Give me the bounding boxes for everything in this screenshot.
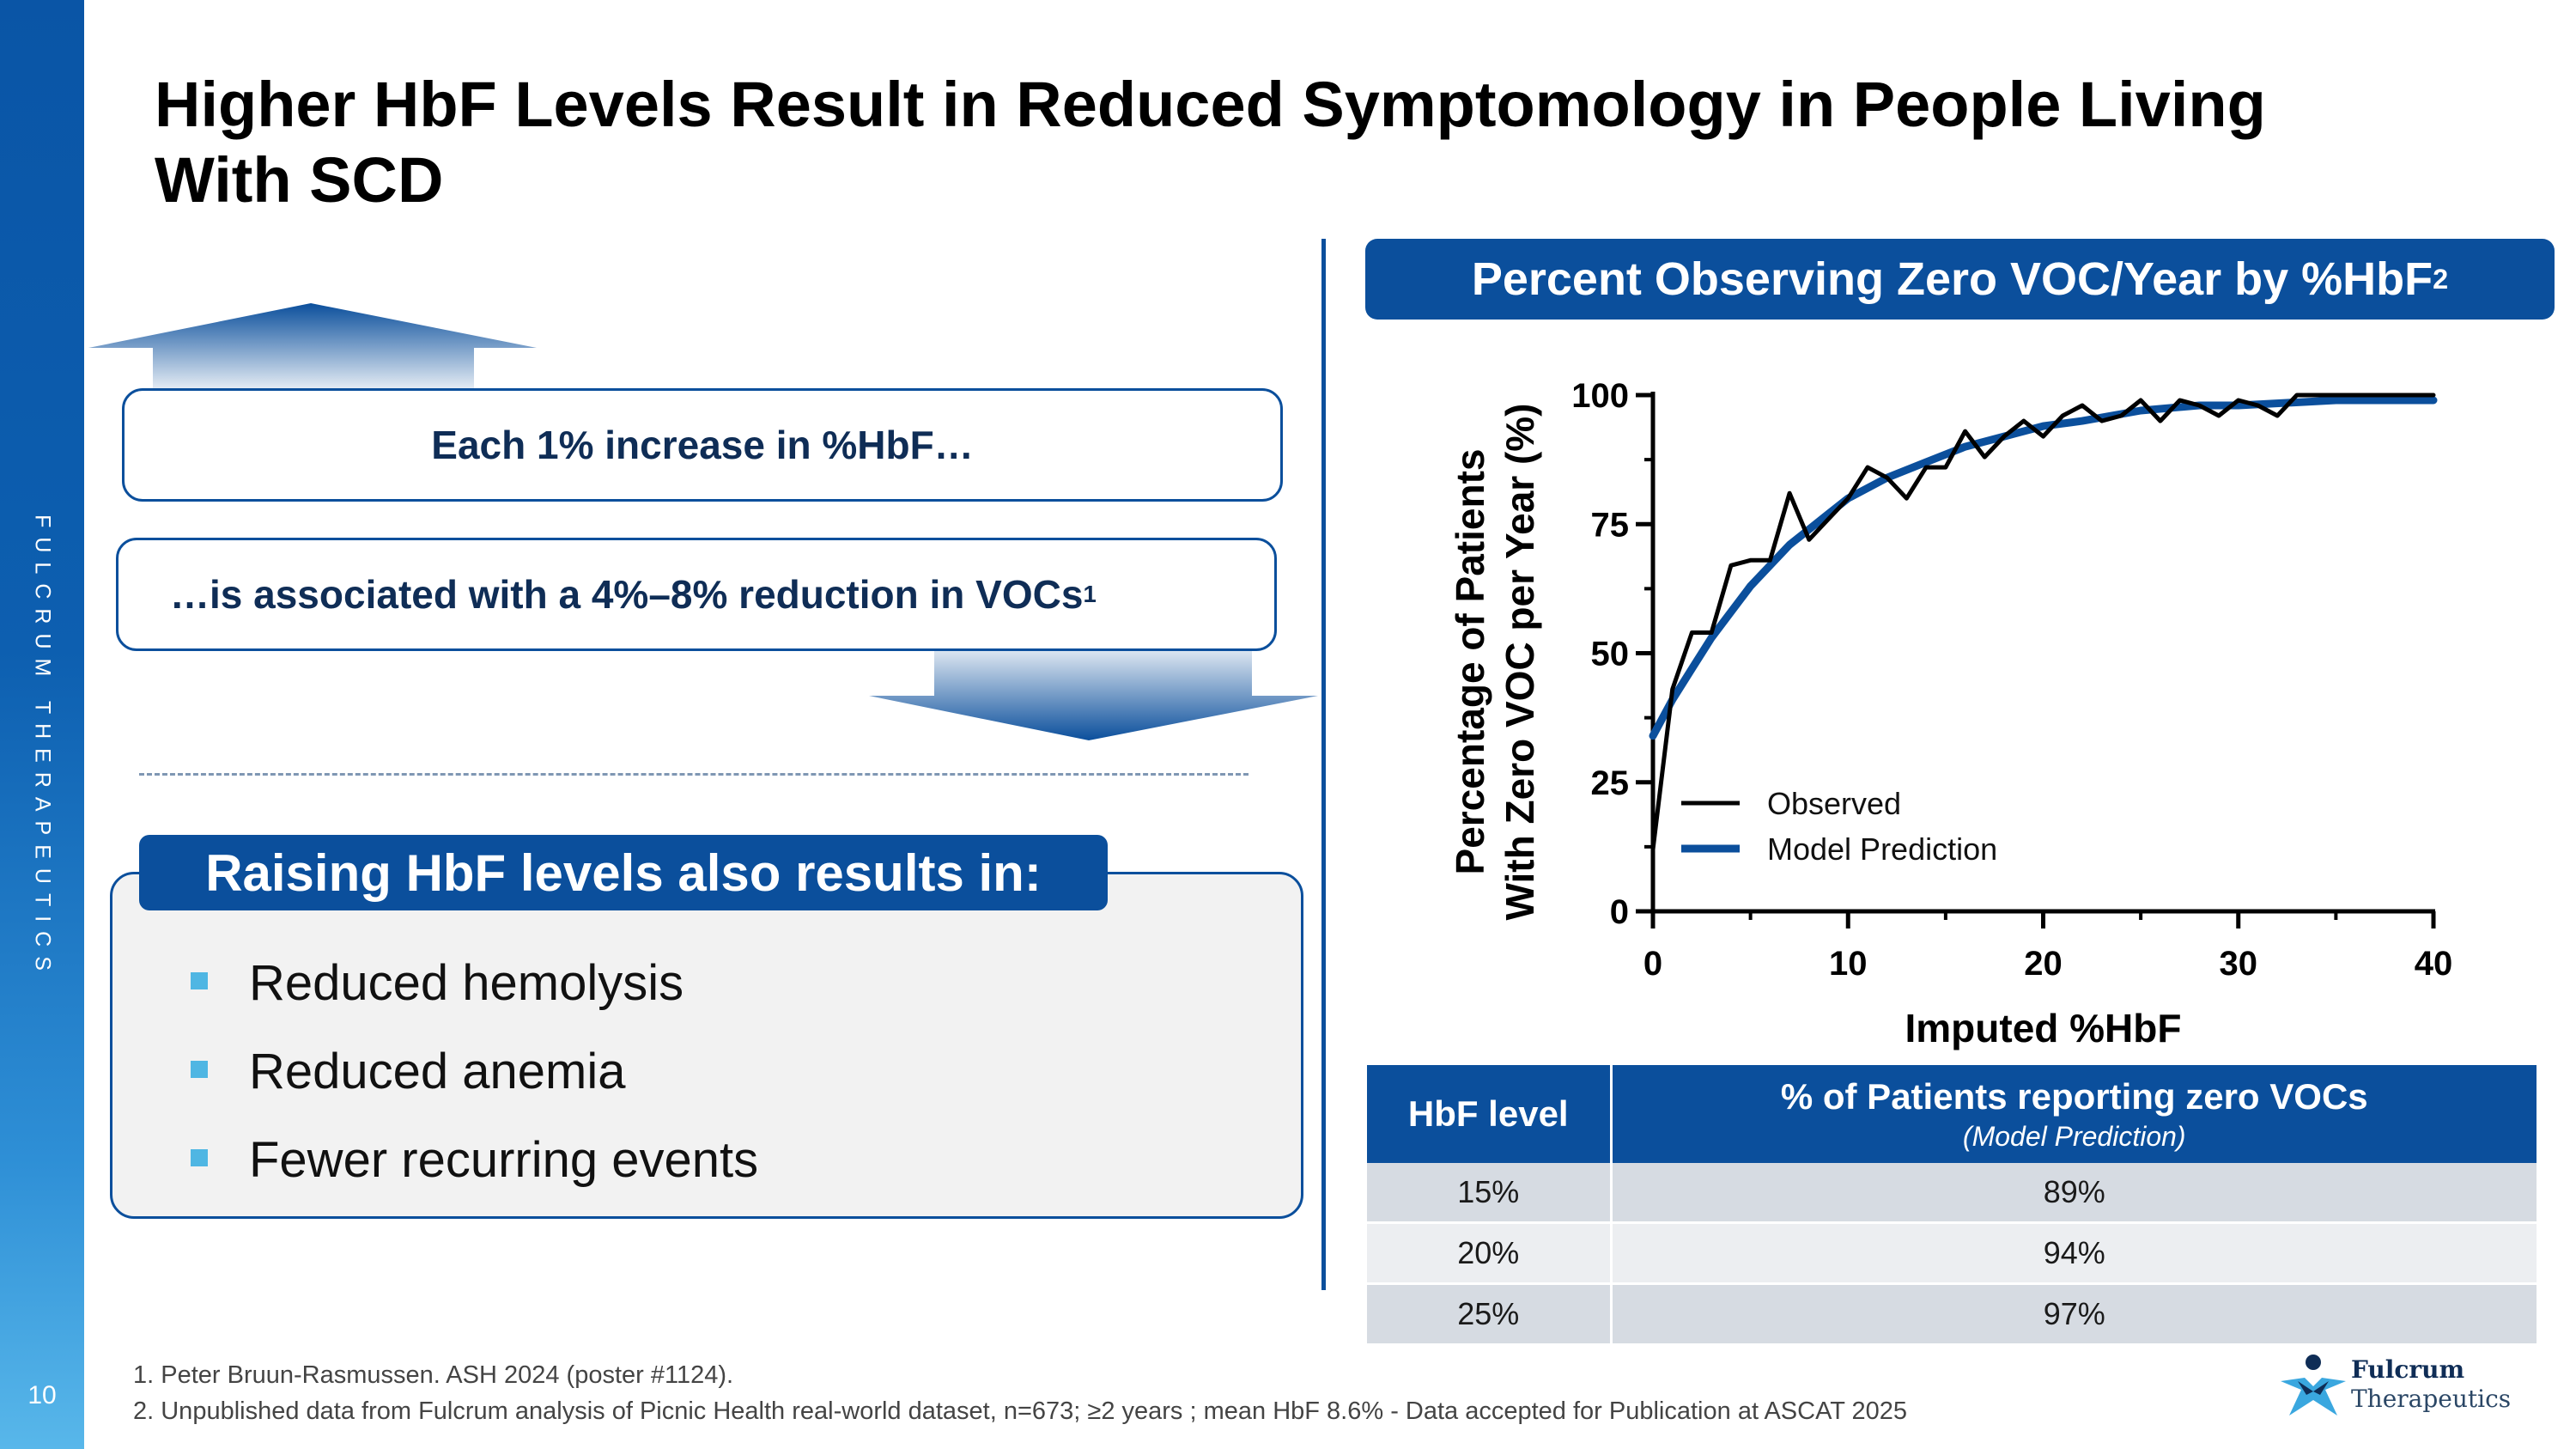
table-cell: 94% [1611, 1222, 2537, 1285]
footnote-1: 1. Peter Bruun-Rasmussen. ASH 2024 (post… [133, 1361, 734, 1389]
x-axis-label: Imputed %HbF [1905, 1006, 2182, 1050]
outcomes-title: Raising HbF levels also results in: [139, 835, 1108, 910]
footnote-2: 2. Unpublished data from Fulcrum analysi… [133, 1397, 1908, 1425]
bullet-text: Reduced anemia [249, 1044, 626, 1099]
chart-panel-title-text: Percent Observing Zero VOC/Year by %HbF [1471, 253, 2433, 305]
outcomes-list: Reduced hemolysis Reduced anemia Fewer r… [191, 953, 759, 1219]
y-axis-label-line-1: Percentage of Patients [1448, 449, 1492, 875]
table-header-hbf: HbF level [1367, 1065, 1613, 1163]
table-header-row: HbF level % of Patients reporting zero V… [1367, 1065, 2537, 1163]
footnote-ref-1: 1 [1083, 581, 1097, 607]
dashed-divider [139, 773, 1249, 776]
bullet-text: Fewer recurring events [249, 1132, 759, 1188]
bullet-text: Reduced hemolysis [249, 955, 684, 1011]
vertical-divider [1321, 239, 1326, 1290]
model-prediction-table: HbF level % of Patients reporting zero V… [1367, 1065, 2537, 1346]
logo-line-2: Therapeutics [2351, 1385, 2512, 1413]
header-subtext: (Model Prediction) [1962, 1120, 2186, 1152]
header-text: HbF level [1407, 1093, 1569, 1134]
x-tick-label: 10 [1829, 945, 1868, 983]
table-row: 25% 97% [1367, 1283, 2537, 1346]
table-cell: 20% [1367, 1222, 1613, 1285]
logo-line-1: Fulcrum [2351, 1355, 2465, 1384]
y-tick-label: 0 [1610, 893, 1629, 931]
y-tick-label: 50 [1591, 636, 1630, 673]
table-cell: 25% [1367, 1283, 1613, 1346]
table-cell: 15% [1367, 1163, 1613, 1224]
y-tick-label: 100 [1571, 377, 1629, 415]
list-item: Fewer recurring events [191, 1130, 759, 1219]
table-cell: 89% [1611, 1163, 2537, 1224]
y-tick-label: 75 [1591, 506, 1630, 544]
hbf-increase-box: Each 1% increase in %HbF… [122, 388, 1283, 502]
legend-label-model: Model Prediction [1767, 831, 1997, 867]
hbf-increase-text: Each 1% increase in %HbF… [431, 423, 974, 467]
voc-reduction-text: …is associated with a 4%–8% reduction in… [170, 572, 1084, 617]
bullet-square-icon [191, 1149, 208, 1166]
list-item: Reduced hemolysis [191, 953, 758, 1042]
zero-voc-line-chart: 0 25 50 75 100 0 10 20 30 40 Imputed %HbF Percentag… [1448, 377, 2453, 1050]
y-tick-label: 25 [1591, 764, 1630, 802]
legend-label-observed: Observed [1767, 786, 1901, 821]
voc-reduction-box: …is associated with a 4%–8% reduction in… [116, 538, 1277, 651]
sidebar-band: FULCRUM THERAPEUTICS 10 [0, 0, 84, 1449]
footnote-ref-2: 2 [2433, 263, 2449, 295]
up-arrow-icon [88, 303, 537, 399]
table-row: 15% 89% [1367, 1163, 2537, 1224]
table-cell: 97% [1611, 1283, 2537, 1346]
model-prediction-line [1649, 396, 2438, 740]
slide-title: Higher HbF Levels Result in Reduced Symp… [155, 69, 2266, 216]
x-tick-label: 0 [1643, 945, 1662, 983]
list-item: Reduced anemia [191, 1042, 758, 1130]
x-tick-label: 20 [2024, 945, 2063, 983]
table-row: 20% 94% [1367, 1222, 2537, 1285]
observed-line [1650, 393, 2436, 852]
outcomes-box [110, 872, 1303, 1219]
chart-panel-title: Percent Observing Zero VOC/Year by %HbF 2 [1365, 239, 2555, 320]
slide-number: 10 [27, 1381, 57, 1409]
fulcrum-logo-icon [2281, 1355, 2346, 1416]
logo-wordmark: Fulcrum Therapeutics [2351, 1355, 2511, 1414]
header-text: % of Patients reporting zero VOCs [1780, 1075, 2368, 1117]
table-header-patients: % of Patients reporting zero VOCs (Model … [1611, 1065, 2537, 1163]
x-tick-label: 30 [2220, 945, 2258, 983]
bullet-square-icon [191, 972, 208, 989]
footnotes: 1. Peter Bruun-Rasmussen. ASH 2024 (post… [133, 1357, 1907, 1429]
down-arrow-icon [869, 636, 1318, 740]
bullet-square-icon [191, 1061, 208, 1078]
y-axis-label-line-2: With Zero VOC per Year (%) [1498, 404, 1542, 921]
x-tick-label: 40 [2415, 945, 2453, 983]
